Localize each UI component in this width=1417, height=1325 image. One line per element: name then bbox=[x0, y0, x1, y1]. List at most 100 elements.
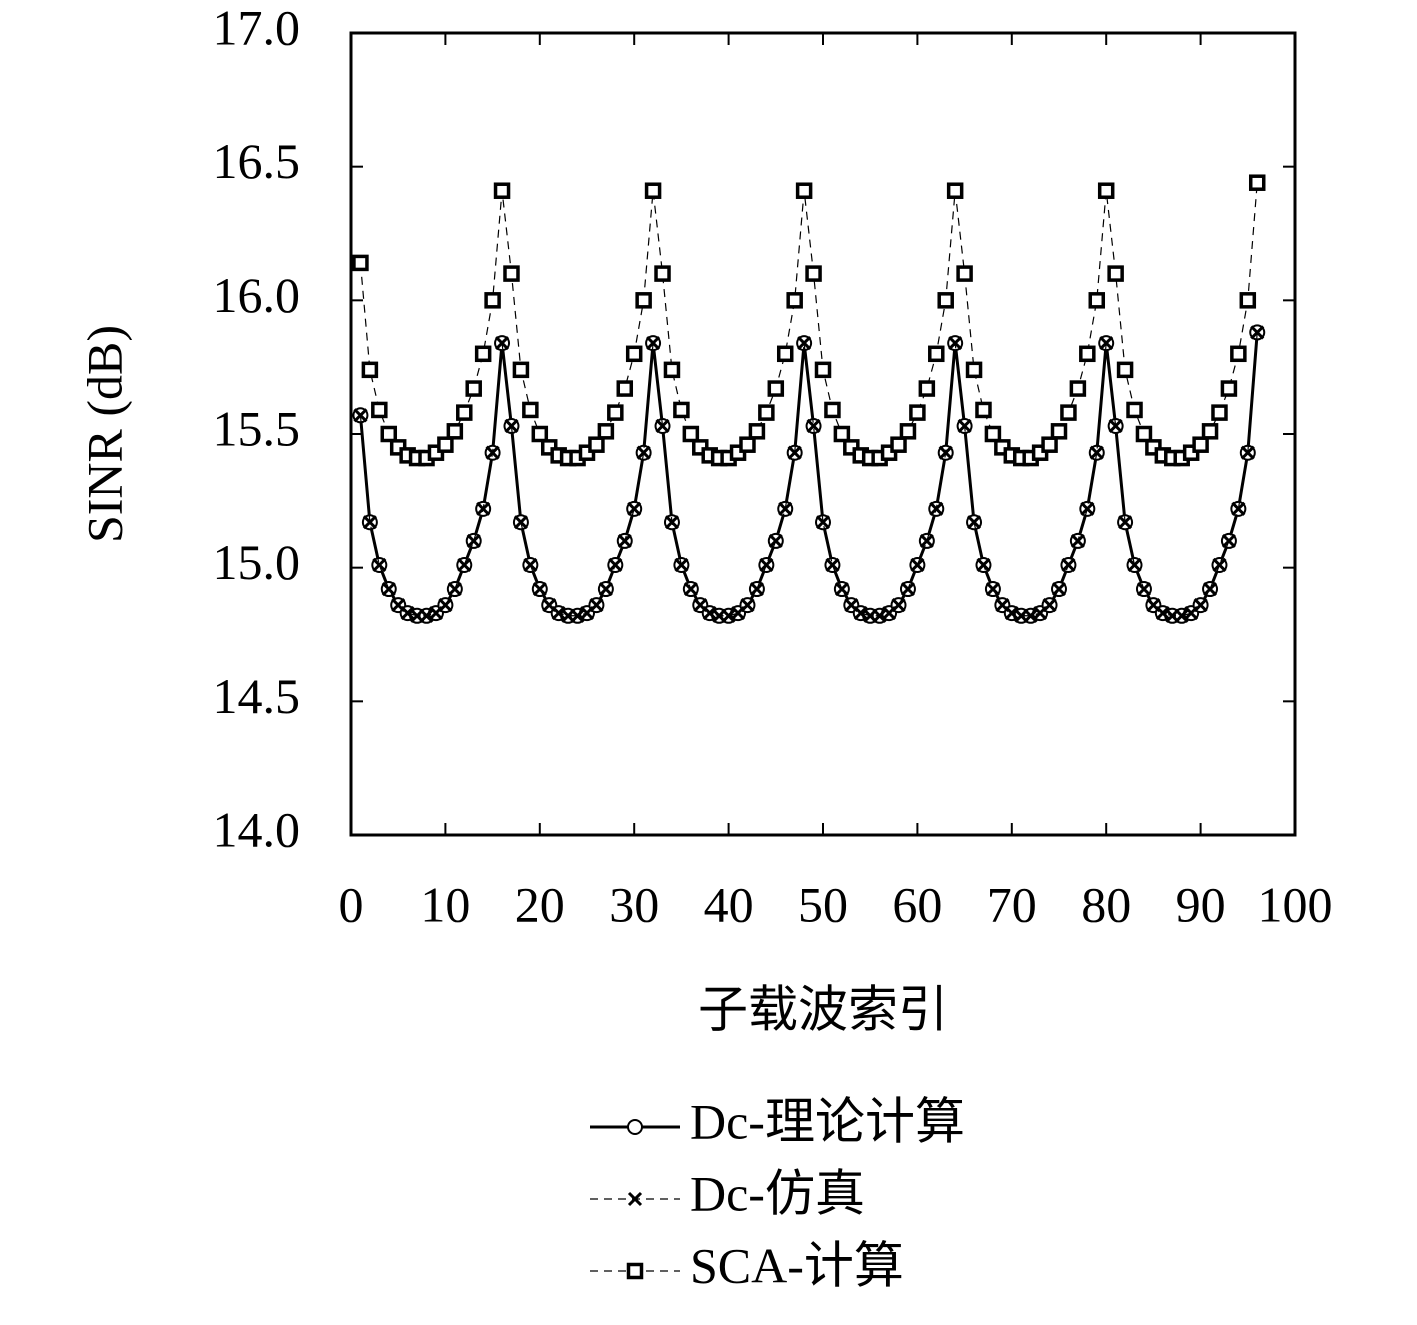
point-cross bbox=[1155, 606, 1170, 621]
x-tick-label: 90 bbox=[1176, 876, 1226, 932]
point-cross bbox=[646, 336, 661, 351]
point-square bbox=[1069, 380, 1087, 397]
point-square bbox=[946, 182, 964, 199]
point-cross bbox=[419, 608, 434, 623]
point-cross bbox=[476, 501, 491, 516]
series-line bbox=[359, 332, 1258, 617]
point-cross bbox=[589, 598, 604, 613]
point-cross bbox=[900, 581, 916, 597]
point-square bbox=[909, 404, 926, 421]
point-cross bbox=[815, 515, 831, 530]
point-square bbox=[654, 265, 671, 282]
point-square bbox=[1041, 436, 1058, 453]
x-tick-label: 20 bbox=[515, 876, 565, 932]
x-axis-label: 子载波索引 bbox=[698, 981, 948, 1037]
point-square bbox=[625, 345, 643, 363]
point-cross bbox=[1212, 557, 1227, 573]
point-cross bbox=[929, 501, 944, 516]
point-cross bbox=[1051, 581, 1067, 597]
point-square bbox=[1050, 423, 1068, 440]
point-square bbox=[352, 254, 369, 272]
legend-marker bbox=[626, 1262, 644, 1280]
point-cross bbox=[778, 501, 793, 516]
y-tick-label: 17.0 bbox=[213, 0, 301, 55]
point-square bbox=[928, 345, 945, 363]
point-square bbox=[1248, 174, 1266, 191]
point-cross bbox=[466, 533, 481, 548]
point-cross bbox=[1136, 581, 1152, 597]
point-cross bbox=[674, 557, 689, 573]
point-cross bbox=[1174, 608, 1189, 623]
point-cross bbox=[485, 445, 500, 460]
point-square bbox=[758, 404, 775, 421]
point-cross bbox=[1221, 533, 1236, 548]
legend-marker bbox=[627, 1119, 643, 1135]
point-square bbox=[588, 436, 605, 453]
y-tick-label: 14.5 bbox=[213, 668, 301, 724]
point-cross bbox=[636, 445, 651, 460]
point-square bbox=[814, 361, 832, 379]
point-square bbox=[437, 436, 454, 453]
point-square bbox=[644, 182, 662, 199]
point-cross bbox=[627, 501, 642, 516]
point-square bbox=[833, 425, 851, 443]
point-cross bbox=[494, 336, 510, 351]
point-square bbox=[1211, 404, 1228, 421]
point-square bbox=[1192, 436, 1209, 453]
legend-marker bbox=[627, 1191, 643, 1207]
point-square bbox=[1079, 345, 1096, 363]
point-square bbox=[786, 292, 803, 309]
point-cross bbox=[1193, 598, 1208, 613]
point-cross bbox=[664, 515, 680, 530]
point-square bbox=[597, 423, 615, 440]
legend-label: SCA-计算 bbox=[690, 1237, 904, 1293]
point-cross bbox=[1202, 581, 1218, 597]
point-square bbox=[607, 404, 624, 421]
point-square bbox=[918, 380, 936, 397]
point-square bbox=[371, 401, 388, 419]
point-cross bbox=[457, 557, 472, 573]
point-cross bbox=[806, 418, 821, 434]
point-square bbox=[1116, 361, 1134, 379]
point-cross bbox=[938, 445, 953, 460]
x-tick-label: 60 bbox=[892, 876, 942, 932]
point-square bbox=[663, 361, 681, 379]
point-square bbox=[484, 292, 501, 309]
point-square bbox=[474, 345, 492, 363]
point-cross bbox=[740, 598, 755, 613]
point-square bbox=[1060, 404, 1077, 421]
point-square bbox=[361, 361, 379, 379]
point-square bbox=[1126, 401, 1143, 419]
point-square bbox=[984, 425, 1002, 443]
point-cross bbox=[1080, 501, 1095, 516]
point-square bbox=[965, 361, 983, 379]
point-cross bbox=[825, 557, 840, 573]
point-cross bbox=[372, 557, 387, 573]
point-cross bbox=[1240, 445, 1255, 460]
point-cross bbox=[655, 418, 670, 434]
point-cross bbox=[353, 408, 368, 423]
point-square bbox=[890, 436, 907, 453]
point-square bbox=[956, 265, 973, 282]
point-square bbox=[824, 401, 841, 419]
point-cross bbox=[985, 581, 1000, 597]
point-cross bbox=[1004, 606, 1019, 621]
point-cross bbox=[362, 515, 377, 530]
point-cross bbox=[966, 515, 982, 530]
legend-label: Dc-理论计算 bbox=[690, 1093, 965, 1149]
point-cross bbox=[919, 533, 934, 548]
y-tick-label: 14.0 bbox=[213, 801, 301, 857]
point-square bbox=[1097, 182, 1115, 199]
point-cross bbox=[749, 581, 764, 597]
point-cross bbox=[1061, 557, 1076, 573]
point-square bbox=[531, 425, 549, 443]
point-cross bbox=[1250, 325, 1265, 340]
point-square bbox=[1135, 425, 1153, 443]
point-square bbox=[465, 380, 482, 397]
point-square bbox=[673, 401, 690, 419]
point-square bbox=[1088, 292, 1106, 309]
point-cross bbox=[400, 606, 415, 621]
point-square bbox=[899, 423, 917, 440]
point-cross bbox=[447, 581, 462, 597]
